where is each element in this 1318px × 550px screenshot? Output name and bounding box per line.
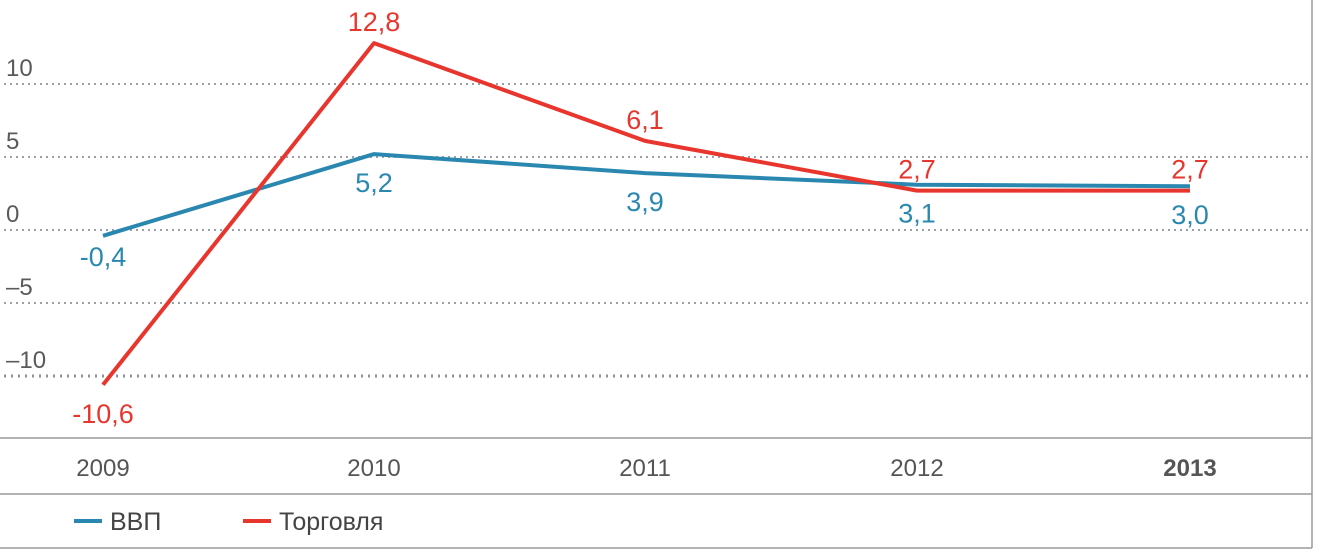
x-tick-label: 2011 bbox=[619, 455, 671, 482]
data-label: 12,8 bbox=[348, 7, 401, 37]
data-label: 3,1 bbox=[898, 199, 936, 229]
legend-label: ВВП bbox=[110, 508, 161, 536]
x-tick-label: 2012 bbox=[890, 455, 943, 482]
series-line bbox=[102, 152, 1191, 238]
data-labels: -0,4 5,2 3,9 3,1 3,0 -10,6 12,8 6,1 2,7 2,7 bbox=[72, 7, 1209, 429]
series-lines bbox=[101, 41, 1191, 387]
series-line bbox=[101, 41, 1190, 387]
x-tick-label: 2009 bbox=[76, 455, 129, 482]
y-tick-label: –5 bbox=[6, 274, 33, 301]
data-label: -10,6 bbox=[72, 399, 134, 429]
x-axis: 2009 2010 2011 2012 2013 bbox=[76, 455, 1216, 482]
legend: ВВП Торговля bbox=[74, 508, 383, 536]
data-label: 3,0 bbox=[1171, 200, 1209, 230]
data-label: 2,7 bbox=[898, 155, 936, 185]
data-label: 6,1 bbox=[626, 105, 664, 135]
data-label: 2,7 bbox=[1171, 155, 1209, 185]
grid-lines bbox=[4, 83, 1312, 378]
data-label: -0,4 bbox=[80, 242, 127, 272]
y-tick-label: –10 bbox=[6, 347, 46, 374]
y-tick-label: 10 bbox=[6, 55, 33, 82]
x-tick-label: 2010 bbox=[347, 455, 400, 482]
legend-label: Торговля bbox=[279, 508, 383, 536]
data-label: 3,9 bbox=[626, 187, 664, 217]
data-label: 5,2 bbox=[355, 168, 393, 198]
y-tick-label: 0 bbox=[6, 201, 19, 228]
x-tick-label: 2013 bbox=[1163, 455, 1216, 482]
y-axis: 10 5 0 –5 –10 bbox=[6, 55, 46, 374]
y-tick-label: 5 bbox=[6, 128, 19, 155]
